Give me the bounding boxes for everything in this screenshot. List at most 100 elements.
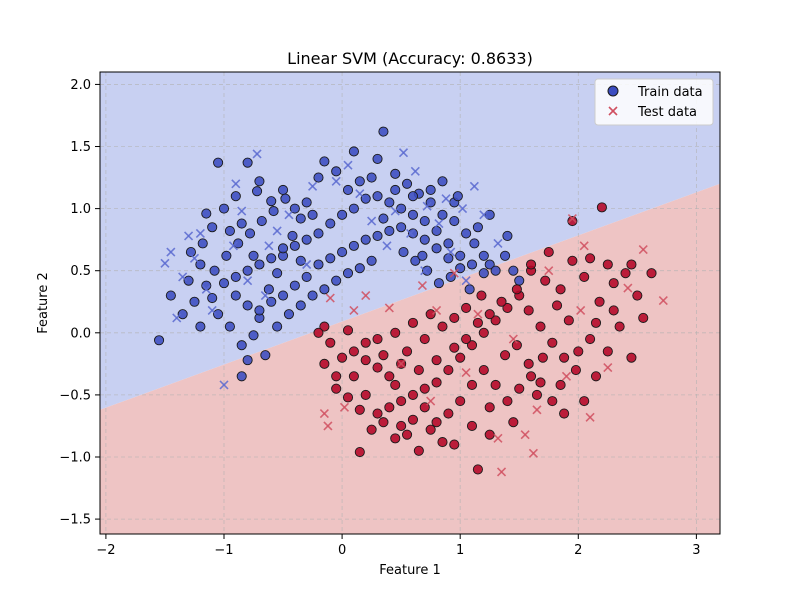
test-point-class-1	[603, 363, 613, 373]
train-point-class-0	[195, 321, 206, 332]
train-point-class-0	[452, 191, 463, 202]
train-point-class-0	[514, 275, 525, 286]
y-tick-label: 0.0	[70, 326, 91, 341]
test-point-class-1	[496, 467, 507, 477]
train-point-class-0	[325, 253, 336, 264]
train-point-class-0	[197, 238, 208, 249]
train-point-class-0	[354, 263, 365, 274]
train-point-class-0	[433, 278, 444, 289]
y-tick-label: −1.0	[59, 451, 91, 466]
train-point-class-0	[277, 290, 289, 301]
train-point-class-0	[224, 225, 235, 237]
train-point-class-0	[272, 268, 283, 279]
train-point-class-0	[183, 275, 194, 286]
train-point-class-0	[256, 215, 267, 227]
test-point-class-1	[532, 405, 542, 415]
train-point-class-0	[478, 268, 489, 279]
train-point-class-0	[313, 228, 324, 239]
train-point-class-0	[348, 240, 359, 251]
train-point-class-0	[337, 247, 348, 258]
train-point-class-0	[295, 300, 306, 311]
train-point-class-1	[319, 358, 330, 369]
train-point-class-0	[242, 355, 253, 366]
train-point-class-1	[384, 371, 395, 382]
train-point-class-1	[431, 355, 442, 366]
train-point-class-1	[551, 300, 563, 311]
test-point-class-1	[473, 309, 483, 319]
train-point-class-1	[378, 350, 389, 361]
test-points	[160, 148, 668, 477]
x-axis-title: Feature 1	[379, 563, 441, 578]
train-point-class-1	[348, 371, 359, 382]
train-point-class-0	[236, 340, 247, 351]
train-point-class-0	[233, 238, 244, 249]
test-point-class-1	[396, 359, 406, 369]
train-point-class-0	[396, 222, 407, 233]
train-point-class-1	[573, 346, 584, 357]
train-point-class-0	[221, 250, 232, 261]
train-point-class-0	[366, 172, 377, 183]
train-point-class-0	[277, 243, 289, 254]
train-point-class-0	[461, 228, 472, 239]
y-tick-label: −0.5	[59, 388, 91, 403]
train-point-class-0	[490, 265, 501, 276]
test-point-class-0	[272, 226, 282, 236]
train-point-class-1	[602, 346, 613, 357]
train-point-class-1	[525, 259, 537, 270]
test-point-class-1	[449, 268, 459, 278]
train-point-class-1	[555, 379, 566, 391]
test-point-class-0	[420, 266, 430, 276]
train-point-class-1	[466, 340, 478, 351]
train-point-class-0	[348, 146, 359, 157]
train-point-class-1	[585, 333, 596, 345]
train-point-class-0	[295, 213, 306, 224]
train-point-class-0	[277, 184, 289, 196]
test-point-class-0	[284, 210, 294, 220]
train-point-class-1	[508, 417, 519, 428]
train-point-class-0	[252, 186, 263, 197]
train-point-class-1	[484, 402, 495, 413]
train-point-class-0	[272, 321, 283, 332]
train-point-class-1	[547, 337, 558, 348]
train-point-class-0	[484, 259, 495, 270]
train-point-class-0	[410, 255, 421, 266]
train-point-class-0	[301, 271, 312, 282]
train-point-class-1	[348, 346, 359, 357]
train-point-class-1	[372, 408, 383, 419]
train-point-class-0	[390, 168, 401, 179]
train-point-class-1	[478, 365, 489, 376]
test-point-class-0	[410, 166, 420, 176]
train-point-class-1	[638, 312, 649, 323]
train-point-class-0	[431, 225, 442, 237]
legend-train-label: Train data	[637, 85, 703, 100]
train-point-class-1	[413, 365, 424, 376]
train-point-class-1	[449, 342, 460, 353]
test-point-class-1	[323, 421, 333, 431]
train-point-class-0	[407, 228, 419, 239]
train-point-class-1	[360, 355, 371, 366]
train-point-class-1	[594, 296, 605, 307]
train-point-class-1	[646, 268, 657, 279]
train-point-class-1	[531, 389, 543, 400]
train-point-class-1	[585, 253, 596, 264]
train-point-class-0	[260, 350, 271, 361]
train-point-class-0	[417, 250, 428, 261]
test-point-class-0	[264, 241, 274, 251]
train-point-class-0	[384, 197, 395, 208]
train-point-class-1	[608, 278, 619, 289]
train-point-class-0	[378, 213, 389, 224]
test-point-class-0	[446, 247, 456, 257]
train-point-class-0	[407, 209, 419, 220]
train-point-class-0	[331, 166, 342, 177]
train-point-class-0	[244, 228, 256, 239]
train-point-class-1	[396, 420, 407, 432]
train-point-class-0	[213, 309, 224, 320]
test-point-class-1	[544, 266, 554, 276]
train-point-class-0	[331, 275, 342, 286]
test-point-class-0	[243, 276, 253, 286]
train-point-class-1	[390, 327, 401, 338]
legend: Train data Test data	[594, 78, 714, 126]
test-point-class-0	[457, 204, 468, 214]
train-point-class-1	[437, 437, 448, 448]
